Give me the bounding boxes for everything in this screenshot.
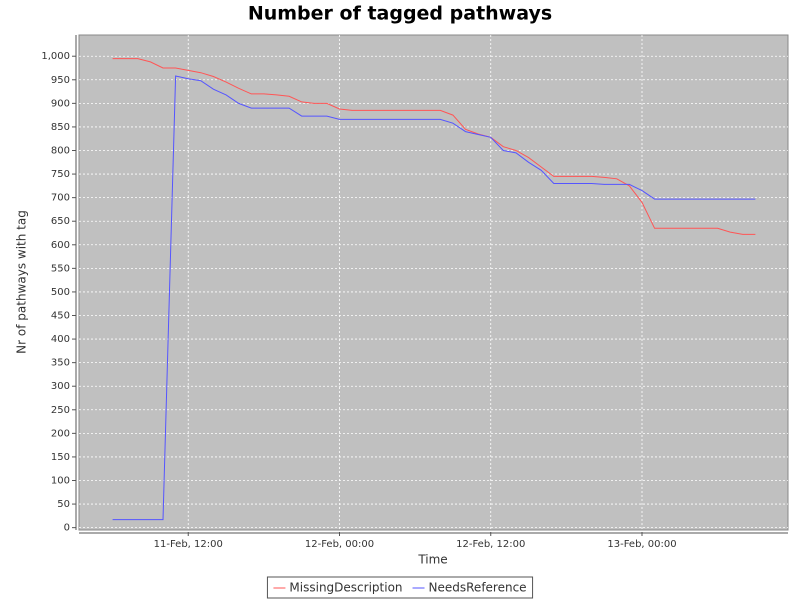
x-axis-label: Time: [417, 553, 447, 567]
x-tick-label: 12-Feb, 00:00: [305, 539, 374, 550]
chart-title: Number of tagged pathways: [248, 3, 552, 25]
y-tick-label: 600: [51, 240, 70, 251]
y-tick-label: 450: [51, 311, 70, 322]
y-tick-label: 150: [51, 452, 70, 463]
y-tick-label: 300: [51, 381, 70, 392]
y-tick-label: 900: [51, 98, 70, 109]
y-axis-label: Nr of pathways with tag: [15, 210, 29, 354]
y-tick-label: 350: [51, 358, 70, 369]
x-tick-label: 12-Feb, 12:00: [456, 539, 525, 550]
y-tick-label: 400: [51, 334, 70, 345]
y-tick-label: 800: [51, 146, 70, 157]
y-tick-label: 250: [51, 405, 70, 416]
y-tick-label: 650: [51, 216, 70, 227]
legend: [266, 576, 534, 599]
y-tick-label: 750: [51, 169, 70, 180]
y-tick-label: 700: [51, 193, 70, 204]
plot-area: [78, 34, 789, 531]
y-tick-label: 550: [51, 263, 70, 274]
legend-label: MissingDescription: [289, 581, 402, 595]
y-tick-label: 950: [51, 75, 70, 86]
y-tick-label: 50: [57, 499, 70, 510]
x-tick-label: 11-Feb, 12:00: [154, 539, 223, 550]
data-line: [112, 58, 756, 235]
y-tick-label: 500: [51, 287, 70, 298]
y-tick-label: 0: [64, 523, 70, 534]
y-tick-label: 850: [51, 122, 70, 133]
legend-label: NeedsReference: [429, 581, 527, 595]
y-tick-label: 1,000: [41, 51, 70, 62]
data-line: [112, 75, 756, 521]
y-tick-label: 100: [51, 476, 70, 487]
x-tick-label: 13-Feb, 00:00: [607, 539, 676, 550]
y-tick-label: 200: [51, 428, 70, 439]
